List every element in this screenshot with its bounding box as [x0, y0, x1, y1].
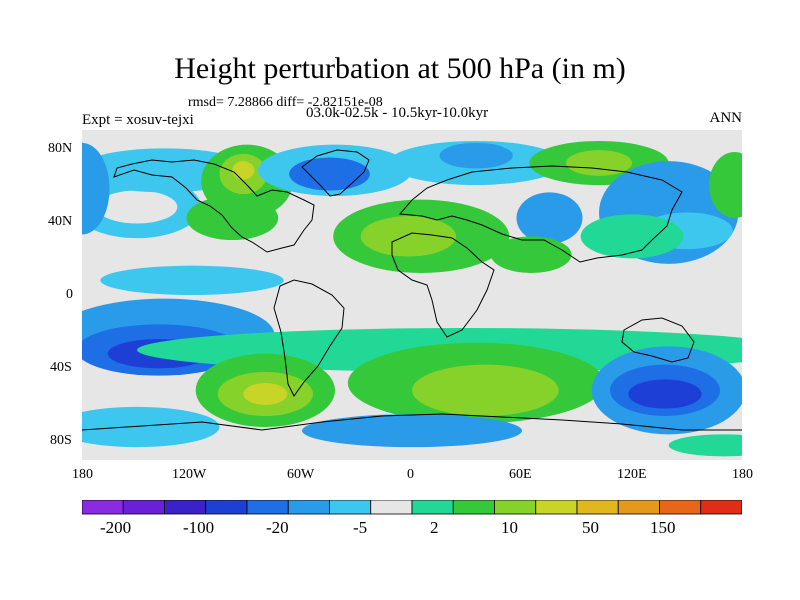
contour-region: [82, 406, 220, 448]
height-perturbation-map: [82, 130, 742, 460]
map-panel: [82, 130, 742, 460]
coast-north-america: [113, 159, 315, 253]
lon-tick-0: 0: [407, 467, 414, 482]
contour-region: [100, 265, 284, 295]
coast-south-america: [273, 279, 345, 397]
colorbar-swatch: [535, 500, 578, 515]
colorbar-swatch: [370, 500, 413, 515]
lon-tick-60w: 60W: [287, 467, 315, 482]
lon-tick-120e: 120E: [617, 467, 647, 482]
colorbar-swatch: [287, 500, 330, 515]
coast-africa: [391, 232, 495, 338]
stats-label: rmsd= 7.28866 diff= -2.82151e-08: [188, 95, 383, 110]
coast-australia: [621, 317, 695, 363]
coast-antarctica: [82, 413, 742, 431]
contour-region: [709, 152, 742, 218]
lon-tick-60e: 60E: [509, 467, 532, 482]
colorbar-swatch: [82, 500, 124, 515]
colorbar-swatch: [494, 500, 537, 515]
lat-tick-0: 0: [66, 287, 73, 302]
contour-fields: [82, 141, 742, 457]
contour-region: [243, 383, 288, 405]
colorbar-swatch: [659, 500, 702, 515]
contour-region: [566, 150, 632, 176]
colorbar-label: 10: [501, 518, 518, 537]
colorbar-label: 2: [430, 518, 439, 537]
contour-region: [302, 414, 522, 448]
colorbar: [82, 500, 742, 515]
colorbar-label: 50: [582, 518, 599, 537]
contour-region: [289, 157, 370, 191]
lat-tick-40s: 40S: [50, 360, 72, 375]
lat-tick-80s: 80S: [50, 433, 72, 448]
colorbar-swatch: [246, 500, 289, 515]
period-label: 03.0k-02.5k - 10.5kyr-10.0kyr: [306, 105, 489, 121]
colorbar-swatch: [576, 500, 619, 515]
contour-region: [412, 364, 559, 416]
contour-region: [628, 379, 702, 409]
coastlines: [82, 149, 742, 431]
contour-region: [439, 142, 513, 169]
colorbar-swatch: [411, 500, 454, 515]
contour-region: [96, 190, 178, 224]
contour-region: [360, 216, 457, 257]
colorbar-label: -20: [266, 518, 289, 537]
contour-region: [668, 434, 742, 457]
contour-region: [82, 142, 110, 235]
colorbar-swatch: [700, 500, 742, 515]
colorbar-label: -5: [353, 518, 368, 537]
contour-region: [490, 236, 572, 273]
colorbar-swatch: [122, 500, 165, 515]
colorbar-swatch: [617, 500, 660, 515]
contour-region: [580, 214, 684, 259]
colorbar-label: -100: [183, 518, 215, 537]
colorbar-swatch: [205, 500, 248, 515]
contour-region: [232, 161, 255, 180]
colorbar-label: -200: [100, 518, 132, 537]
contour-region: [516, 192, 583, 244]
colorbar-swatch: [164, 500, 207, 515]
lon-tick-180w: 180: [72, 467, 93, 482]
season-label: ANN: [709, 110, 743, 126]
colorbar-swatch: [329, 500, 372, 515]
plot-title: Height perturbation at 500 hPa (in m): [174, 52, 626, 85]
lat-tick-80n: 80N: [48, 141, 73, 156]
lat-tick-40n: 40N: [48, 214, 73, 229]
colorbar-label: 150: [650, 518, 676, 537]
contour-region: [186, 196, 279, 240]
lon-tick-180e: 180: [732, 467, 753, 482]
coast-greenland: [301, 149, 370, 197]
colorbar-swatch: [452, 500, 495, 515]
experiment-label: Expt = xosuv-tejxi: [82, 112, 194, 128]
lon-tick-120w: 120W: [172, 467, 207, 482]
coast-eurasia: [398, 165, 683, 263]
